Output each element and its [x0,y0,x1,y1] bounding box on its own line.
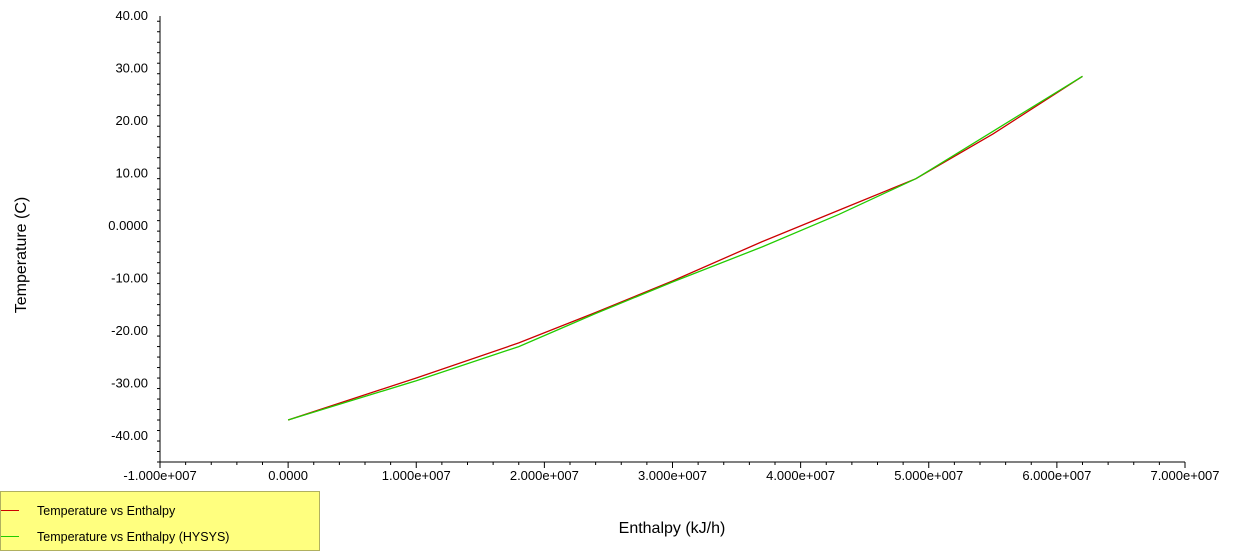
series-line-1 [287,75,1083,421]
legend-swatch [1,510,19,511]
legend-label: Temperature vs Enthalpy [37,504,176,518]
y-axis-title: Temperature (C) [13,197,30,313]
x-tick-label: 4.000e+007 [766,468,835,483]
legend-swatch [1,536,19,537]
x-tick-label: 1.000e+007 [382,468,451,483]
x-tick-label: 7.000e+007 [1150,468,1219,483]
x-tick-label: 6.000e+007 [1022,468,1091,483]
series-line-2 [287,75,1083,421]
y-tick-label: 40.00 [115,8,148,23]
x-axis-title: Enthalpy (kJ/h) [619,520,726,537]
x-tick-label: 0.0000 [268,468,308,483]
y-tick-label: -20.00 [111,323,148,338]
y-tick-label: 30.00 [115,60,148,75]
legend-item: Temperature vs Enthalpy [1,500,319,524]
x-tick-label: 3.000e+007 [638,468,707,483]
y-tick-label: 10.00 [115,165,148,180]
chart-legend: Temperature vs Enthalpy Temperature vs E… [0,491,320,551]
legend-item: Temperature vs Enthalpy (HYSYS) [1,526,319,550]
x-tick-label: 2.000e+007 [510,468,579,483]
y-tick-label: 20.00 [115,113,148,128]
legend-label: Temperature vs Enthalpy (HYSYS) [37,530,230,544]
x-tick-label: 5.000e+007 [894,468,963,483]
y-tick-label: 0.0000 [108,218,148,233]
y-tick-label: -30.00 [111,375,148,390]
y-tick-label: -40.00 [111,428,148,443]
x-tick-label: -1.000e+007 [123,468,196,483]
y-tick-label: -10.00 [111,270,148,285]
